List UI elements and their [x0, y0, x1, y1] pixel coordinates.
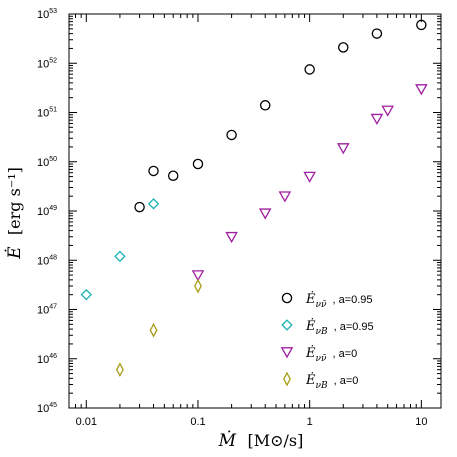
- data-point-4: [115, 362, 124, 378]
- x-axis-symbol: Ṁ: [218, 430, 237, 451]
- data-point-3: [381, 105, 395, 117]
- y-tick-label: 1052: [37, 57, 57, 70]
- data-point-2: [147, 198, 160, 210]
- data-point-1: [192, 158, 204, 170]
- plot-frame: [68, 13, 442, 409]
- data-point-3: [415, 84, 428, 96]
- data-point-3: [191, 270, 205, 282]
- legend: Ėνν̄ , a=0.95 ĖνB , a=0.95 Ėνν̄ , a=0 ĖνB , a=0: [280, 290, 374, 391]
- x-tick-label: 0.1: [190, 416, 205, 428]
- data-point-3: [370, 113, 384, 125]
- y-tick-label: 1050: [37, 156, 57, 169]
- legend-symbol: Ė: [305, 371, 316, 388]
- legend-subscript: νB: [316, 327, 328, 337]
- data-point-1: [304, 64, 315, 75]
- plot-area: [68, 13, 442, 409]
- y-axis-symbol: Ė: [4, 246, 25, 260]
- y-tick-label: 1045: [37, 402, 57, 415]
- legend-tag: , a=0.95: [334, 321, 374, 333]
- x-axis-unit: [M⊙/s]: [247, 431, 303, 450]
- legend-symbol: Ė: [305, 344, 316, 361]
- y-tick-label: 1048: [37, 254, 57, 267]
- data-point-3: [225, 231, 238, 244]
- legend-subscript: νν̄: [316, 300, 327, 310]
- x-tick-label: 0.01: [76, 416, 97, 428]
- data-point-3: [336, 143, 350, 155]
- legend-entry: ĖνB , a=0: [305, 371, 358, 391]
- legend-tag: , a=0.95: [332, 294, 372, 306]
- legend-marker: [281, 292, 293, 304]
- data-point-3: [278, 191, 292, 203]
- data-point-1: [371, 28, 383, 39]
- data-point-1: [148, 165, 159, 177]
- legend-marker: [283, 371, 291, 387]
- y-tick-label: 1051: [37, 107, 57, 120]
- legend-entry: Ėνν̄ , a=0: [305, 344, 357, 364]
- legend-tag: , a=0: [334, 375, 359, 387]
- data-point-1: [226, 129, 237, 141]
- x-tick-label: 1: [307, 416, 313, 428]
- legend-symbol: Ė: [305, 290, 316, 307]
- data-point-2: [114, 250, 126, 263]
- data-point-2: [80, 288, 93, 301]
- data-points: [80, 19, 428, 378]
- x-axis-label: Ṁ [M⊙/s]: [218, 430, 304, 451]
- data-point-3: [303, 171, 316, 183]
- legend-tag: , a=0: [332, 348, 357, 360]
- y-tick-label: 1053: [37, 8, 57, 21]
- legend-marker: [281, 319, 293, 331]
- legend-subscript: νν̄: [316, 354, 327, 364]
- legend-entry: ĖνB , a=0.95: [305, 317, 374, 337]
- y-axis-unit: [erg s⁻¹]: [5, 167, 24, 235]
- data-point-1: [338, 42, 349, 53]
- legend-marker: [280, 347, 294, 359]
- data-point-4: [149, 322, 158, 338]
- y-tick-label: 1047: [37, 304, 57, 317]
- data-point-4: [194, 278, 202, 294]
- legend-symbol: Ė: [305, 317, 316, 334]
- x-tick-label: 10: [415, 416, 427, 428]
- data-point-1: [416, 19, 427, 31]
- data-point-1: [259, 100, 271, 111]
- y-axis-label: Ė [erg s⁻¹]: [4, 167, 25, 260]
- data-point-1: [167, 170, 179, 181]
- y-tick-label: 1049: [37, 205, 57, 218]
- data-point-3: [258, 208, 272, 220]
- y-tick-label: 1046: [37, 353, 57, 366]
- legend-entry: Ėνν̄ , a=0.95: [305, 290, 373, 310]
- axis-ticks: 0.01 0.1 1 10 1045 1046 1047 1048 1049 1050 1051 10…: [37, 8, 441, 428]
- legend-subscript: νB: [316, 381, 328, 391]
- data-point-1: [134, 201, 145, 213]
